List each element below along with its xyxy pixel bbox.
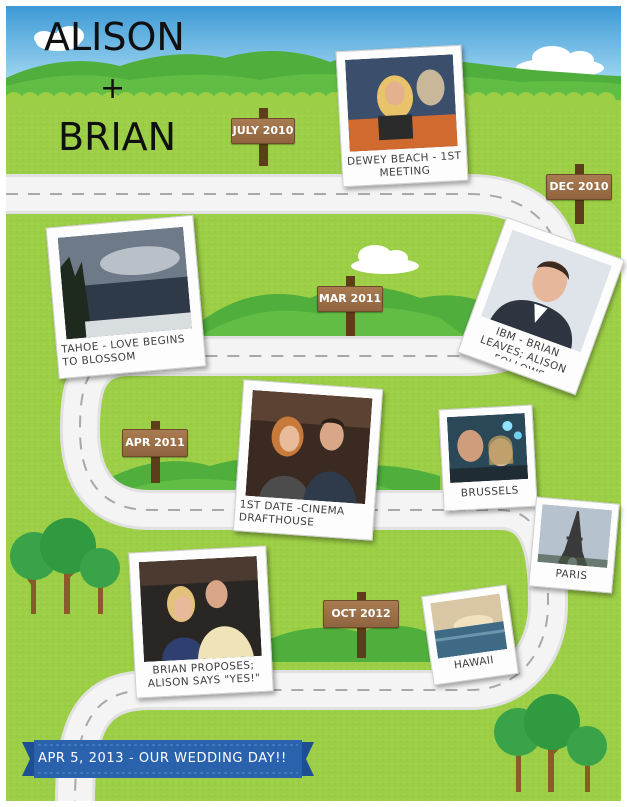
signpost-dec-2010: DEC 2010	[546, 164, 612, 224]
photo-caption: DEWEY BEACH - 1ST MEETING	[346, 149, 462, 180]
photo-caption: BRUSSELS	[460, 484, 519, 500]
polaroid-ibm: IBM - BRIAN LEAVES; ALISON FOLLOWS	[457, 216, 625, 396]
polaroid-first-date: 1ST DATE -CINEMA DRAFTHOUSE	[232, 379, 384, 541]
title-plus: +	[100, 71, 126, 106]
title-name-alison: ALISON	[44, 15, 185, 59]
sign-label: APR 2011	[122, 429, 188, 457]
polaroid-hawaii: HAWAII	[421, 584, 519, 686]
polaroid-tahoe: TAHOE - LOVE BEGINS TO BLOSSOM	[45, 214, 207, 380]
brian-portrait-photo	[480, 229, 613, 353]
polaroid-dewey-beach: DEWEY BEACH - 1ST MEETING	[335, 44, 469, 188]
signpost-mar-2011: MAR 2011	[317, 276, 383, 336]
eiffel-tower-photo	[537, 504, 613, 568]
wedding-day-banner: APR 5, 2013 - OUR WEDDING DAY!!	[38, 751, 287, 766]
signpost-apr-2011: APR 2011	[122, 421, 188, 483]
polaroid-brussels: BRUSSELS	[438, 404, 538, 512]
hills	[250, 625, 440, 662]
sign-label: DEC 2010	[546, 174, 612, 200]
brussels-photo	[446, 413, 529, 484]
wedding-banner-ribbon	[22, 740, 314, 778]
title-name-brian: BRIAN	[58, 115, 177, 159]
tree-icon	[567, 726, 607, 792]
polaroid-proposal: BRIAN PROPOSES; ALISON SAYS "YES!"	[128, 545, 274, 699]
photo-caption: TAHOE - LOVE BEGINS TO BLOSSOM	[60, 333, 186, 369]
sign-label: JULY 2010	[231, 118, 295, 144]
sign-label: OCT 2012	[323, 600, 399, 628]
lake-tahoe-photo	[57, 226, 192, 340]
photo-caption: BRIAN PROPOSES; ALISON SAYS "YES!"	[147, 659, 261, 690]
first-date-photo	[245, 389, 373, 505]
beach-couple-photo	[344, 54, 458, 152]
hawaii-sunset-photo	[430, 593, 508, 659]
photo-caption: PARIS	[554, 567, 588, 583]
signpost-july-2010: JULY 2010	[231, 108, 295, 166]
polaroid-paris: PARIS	[528, 496, 620, 594]
proposal-photo	[138, 555, 262, 663]
tree-icon	[524, 694, 580, 792]
cloud-icon	[34, 26, 84, 51]
sign-label: MAR 2011	[317, 286, 383, 312]
cloud-icon	[351, 245, 419, 274]
signpost-oct-2012: OCT 2012	[323, 592, 399, 658]
tree-icon	[80, 548, 120, 614]
photo-caption: 1ST DATE -CINEMA DRAFTHOUSE	[238, 498, 346, 529]
